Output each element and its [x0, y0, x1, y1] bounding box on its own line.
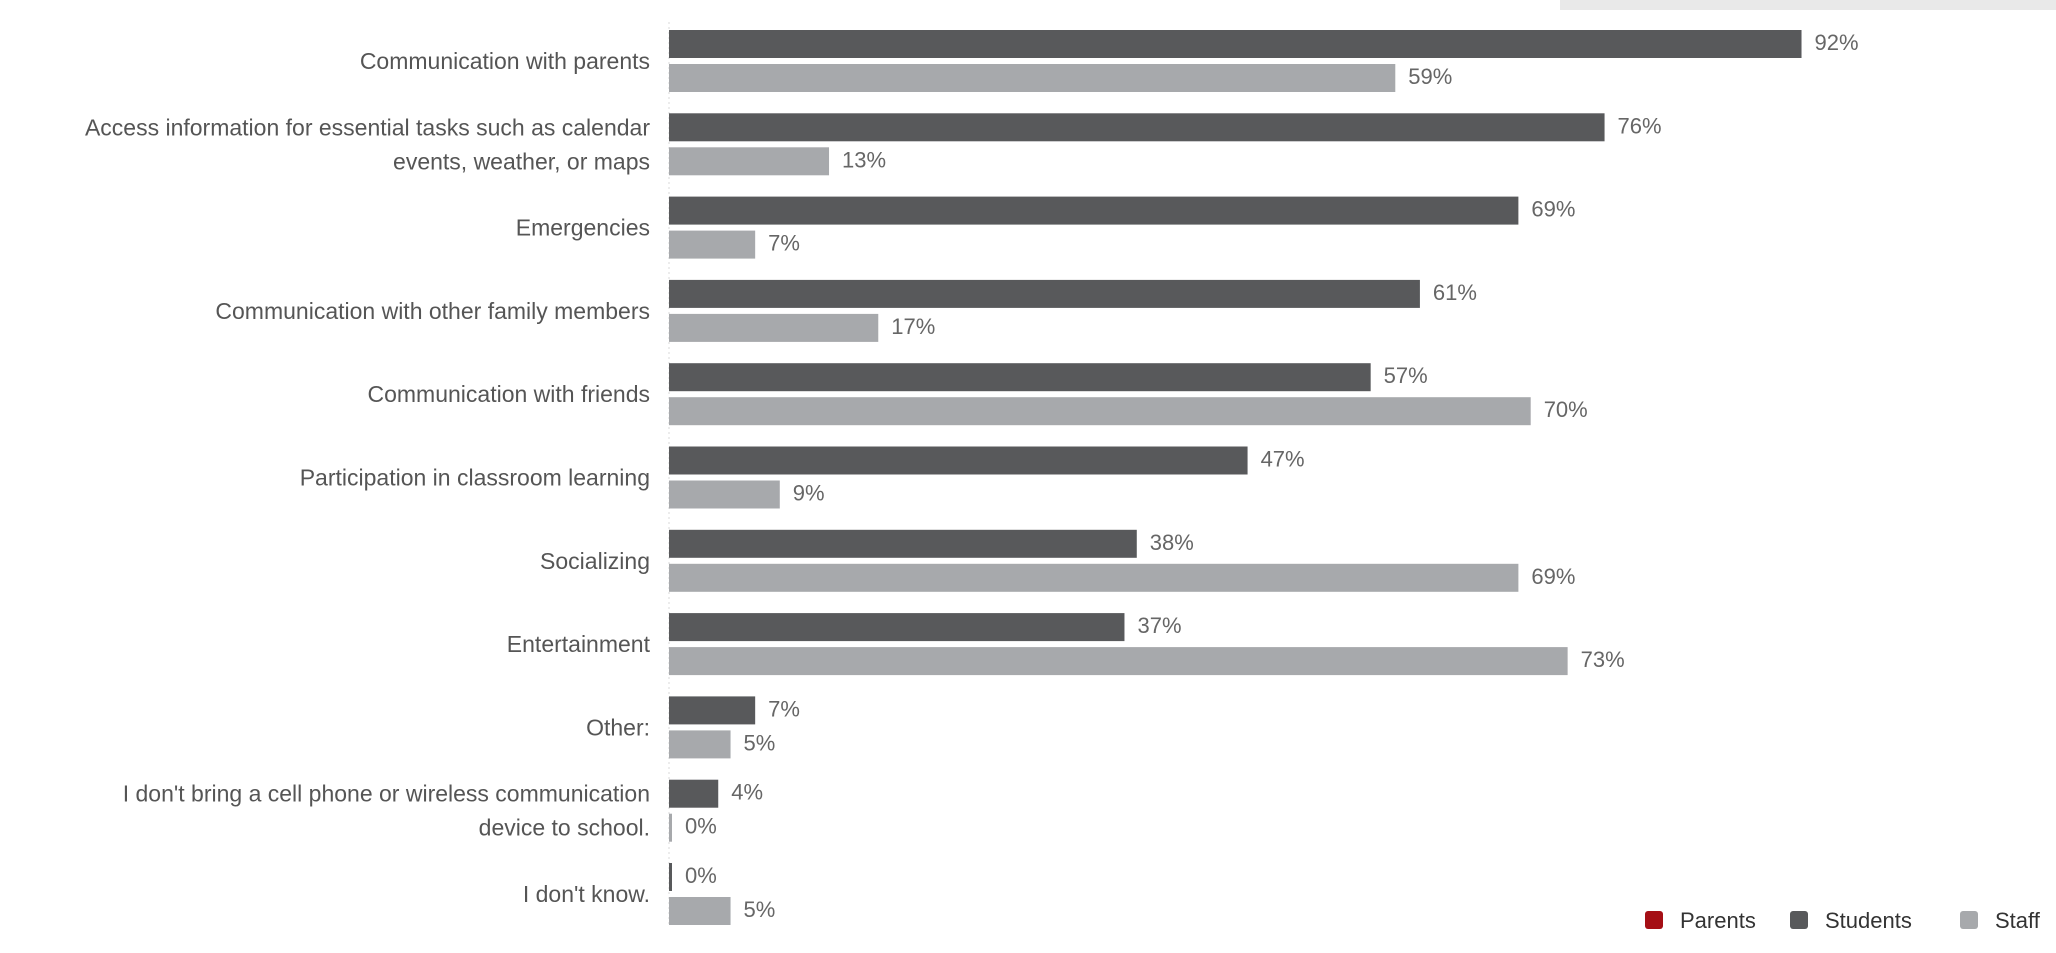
bar-students [669, 696, 756, 725]
bar-staff [669, 313, 879, 342]
bar-students [669, 779, 719, 808]
value-label-staff: 59% [1408, 64, 1452, 89]
category-label: Access information for essential tasks s… [85, 114, 650, 140]
bar-staff [669, 813, 672, 842]
category-label: Communication with friends [367, 381, 650, 407]
bar-students [669, 529, 1137, 558]
bar-staff [669, 480, 780, 509]
value-label-staff: 0% [685, 814, 717, 839]
value-label-staff: 13% [842, 147, 886, 172]
bar-students [669, 446, 1248, 475]
value-label-staff: 5% [744, 897, 776, 922]
legend-label-staff: Staff [1995, 908, 2041, 933]
bar-students [669, 863, 672, 891]
category-label: Other: [586, 714, 650, 740]
bar-staff [669, 397, 1531, 426]
value-label-students: 76% [1618, 113, 1662, 138]
value-label-students: 69% [1531, 197, 1575, 222]
value-label-staff: 17% [891, 314, 935, 339]
value-label-staff: 7% [768, 231, 800, 256]
bar-staff [669, 647, 1568, 676]
category-label: device to school. [479, 815, 650, 841]
bar-staff [669, 563, 1519, 592]
category-label: I don't bring a cell phone or wireless c… [123, 781, 650, 807]
category-label: Participation in classroom learning [300, 465, 650, 491]
legend-swatch-staff [1960, 911, 1978, 929]
value-label-students: 7% [768, 696, 800, 721]
category-label: Entertainment [507, 631, 651, 657]
top-edge-bar [1560, 0, 2056, 10]
value-label-students: 38% [1150, 530, 1194, 555]
bar-staff [669, 230, 756, 259]
bar-students [669, 613, 1125, 642]
value-label-staff: 70% [1544, 397, 1588, 422]
value-label-students: 47% [1261, 447, 1305, 472]
category-label: I don't know. [523, 881, 650, 907]
value-label-students: 0% [685, 863, 717, 888]
value-labels: 92% 59% 76% 13% 69% 7% 61% 17% 57% 70% 47% 9% 38% 69%… [685, 30, 1859, 922]
value-label-students: 4% [731, 780, 763, 805]
legend-swatch-parents [1645, 911, 1663, 929]
legend-swatch-students [1790, 911, 1808, 929]
bar-students [669, 30, 1802, 58]
bar-staff [669, 64, 1396, 92]
legend-label-parents: Parents [1680, 908, 1756, 933]
value-label-students: 92% [1815, 30, 1859, 55]
bar-students [669, 279, 1420, 308]
legend-label-students: Students [1825, 908, 1912, 933]
category-label: Communication with parents [360, 48, 650, 74]
value-label-students: 57% [1384, 363, 1428, 388]
bar-staff [669, 897, 731, 925]
category-label: Emergencies [516, 215, 650, 241]
value-label-staff: 5% [744, 730, 776, 755]
value-label-staff: 69% [1531, 564, 1575, 589]
value-label-staff: 9% [793, 481, 825, 506]
category-labels: Communication with parents Access informa… [85, 48, 651, 907]
bar-students [669, 196, 1519, 225]
value-label-students: 61% [1433, 280, 1477, 305]
category-label: Communication with other family members [215, 298, 650, 324]
bar-students [669, 363, 1371, 392]
bar-students [669, 113, 1605, 142]
legend: Parents Students Staff [1645, 908, 2041, 933]
category-label: Socializing [540, 548, 650, 574]
bar-staff [669, 730, 731, 759]
bars [669, 30, 1802, 925]
bar-staff [669, 147, 830, 176]
value-label-students: 37% [1137, 613, 1181, 638]
value-label-staff: 73% [1581, 647, 1625, 672]
category-label: events, weather, or maps [393, 148, 650, 174]
